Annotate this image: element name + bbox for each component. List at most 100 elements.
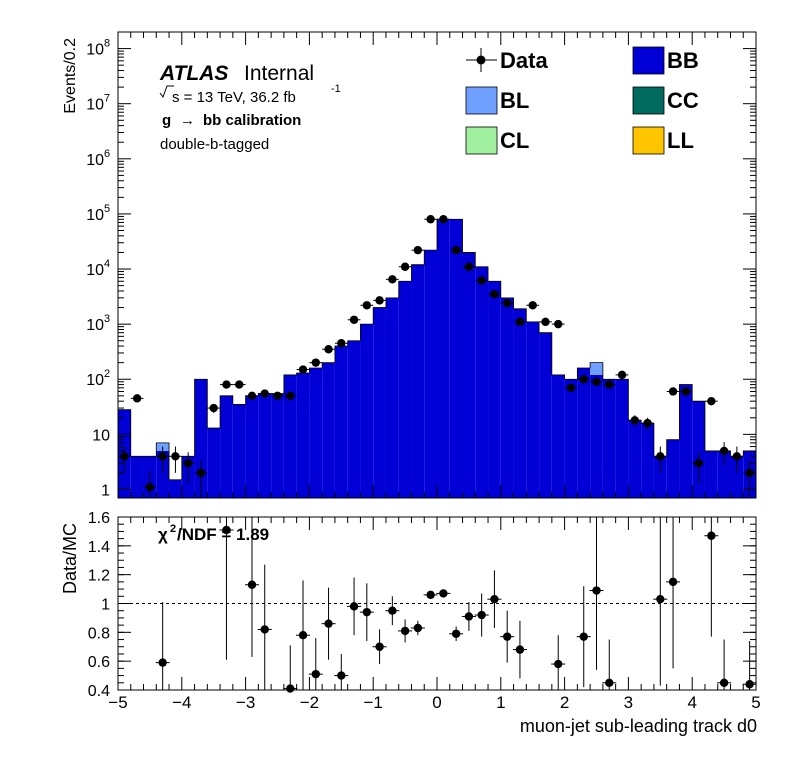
ratio-point [719,678,729,687]
bb-bar [347,340,361,498]
ratio-point [439,589,448,598]
data-point [464,262,474,271]
x-tick-label: 3 [624,693,633,712]
atlas-label: ATLAS [159,62,228,85]
data-point [260,389,269,398]
data-point [388,275,397,284]
bb-bar [590,374,603,498]
bb-bar [577,367,591,498]
data-point [235,380,244,389]
y-tick-exponent: 2 [104,368,110,380]
data-point [413,245,423,255]
data-point [477,276,486,285]
data-point [745,468,754,478]
ratio-point [579,632,588,641]
y-tick-label: 10 [86,262,104,279]
ratio-point [605,678,614,687]
data-point [605,380,614,389]
bb-bar [309,367,323,498]
ratio-point [388,606,397,615]
y-tick-exponent: 3 [104,313,110,325]
bb-bar [232,404,246,498]
bb-bar [628,420,642,498]
energy-exponent: -1 [331,83,341,95]
calibration-g: g [162,112,171,129]
data-point [451,245,461,255]
ratio-y-axis-title: Data/MC [60,523,80,594]
ratio-point [656,594,665,604]
bb-bar [666,439,680,498]
bb-bar [207,428,221,498]
data-point [426,215,435,224]
bb-bar [602,379,616,498]
data-point [439,215,448,224]
data-point [630,416,639,425]
data-point [324,345,333,354]
bb-bar [220,395,233,498]
bb-bar [641,423,654,498]
ratio-point [490,594,499,604]
y-tick-label: 10 [86,372,104,389]
ratio-point [707,531,716,540]
ratio-y-tick-label: 0.4 [88,683,110,700]
chi2-exponent: 2 [170,523,176,535]
bb-bar [692,401,705,498]
data-point [298,365,308,374]
x-tick-label: 0 [432,693,441,712]
data-point [311,358,320,367]
data-point [183,458,193,468]
bb-bar [717,450,731,498]
ratio-point [502,632,512,641]
bb-bar [373,307,386,498]
ratio-panel: 0.4 0.6 0.8 1 1.2 1.4 1.6 −5 −4 −3 −2 −1 0 1 2 3 4 5 [88,510,761,712]
data-point [490,289,499,299]
y-tick-exponent: 7 [104,93,110,105]
x-axis-title: muon-jet sub-leading track d0 [520,716,757,736]
y-tick-label: 10 [92,427,110,444]
data-point [362,301,372,310]
data-point [592,377,601,386]
legend-data-marker [476,55,486,65]
ratio-point [298,631,308,640]
calibration-label: bb calibration [203,112,301,129]
x-tick-label: −4 [172,693,191,712]
legend-label-cl: CL [500,128,529,153]
chi2-symbol: χ [158,525,168,544]
ratio-point [375,642,384,651]
sqrt-icon [159,85,174,99]
data-point [541,317,550,327]
legend-label-bb: BB [667,48,699,73]
data-point [196,468,206,478]
bb-bar [283,374,297,498]
bb-bar [424,250,437,498]
legend-swatch-bl [465,86,498,115]
x-tick-label: 1 [496,693,505,712]
data-point [209,403,218,413]
x-tick-label: −2 [300,693,319,712]
bb-bar [245,395,259,498]
legend-swatch-ll [632,126,665,155]
ratio-point [247,580,257,589]
data-point [222,380,231,389]
data-point [273,391,282,401]
bl-bar [590,362,603,375]
ratio-y-tick-label: 0.6 [88,654,110,671]
ratio-point [337,671,346,680]
bb-bar [437,219,450,498]
data-point [694,458,703,468]
bb-bar [156,450,170,498]
legend-swatch-cl [465,126,498,155]
data-point [349,315,359,324]
data-point [337,339,346,348]
x-tick-label: 4 [687,693,696,712]
ratio-point [349,602,359,611]
data-point [158,452,167,461]
y-tick-exponent: 5 [104,203,110,215]
y-tick-exponent: 6 [104,148,110,160]
ratio-point [745,680,754,689]
bb-bar [526,321,540,498]
ratio-point [477,610,486,620]
ratio-point [286,684,295,693]
x-tick-label: 5 [751,693,760,712]
